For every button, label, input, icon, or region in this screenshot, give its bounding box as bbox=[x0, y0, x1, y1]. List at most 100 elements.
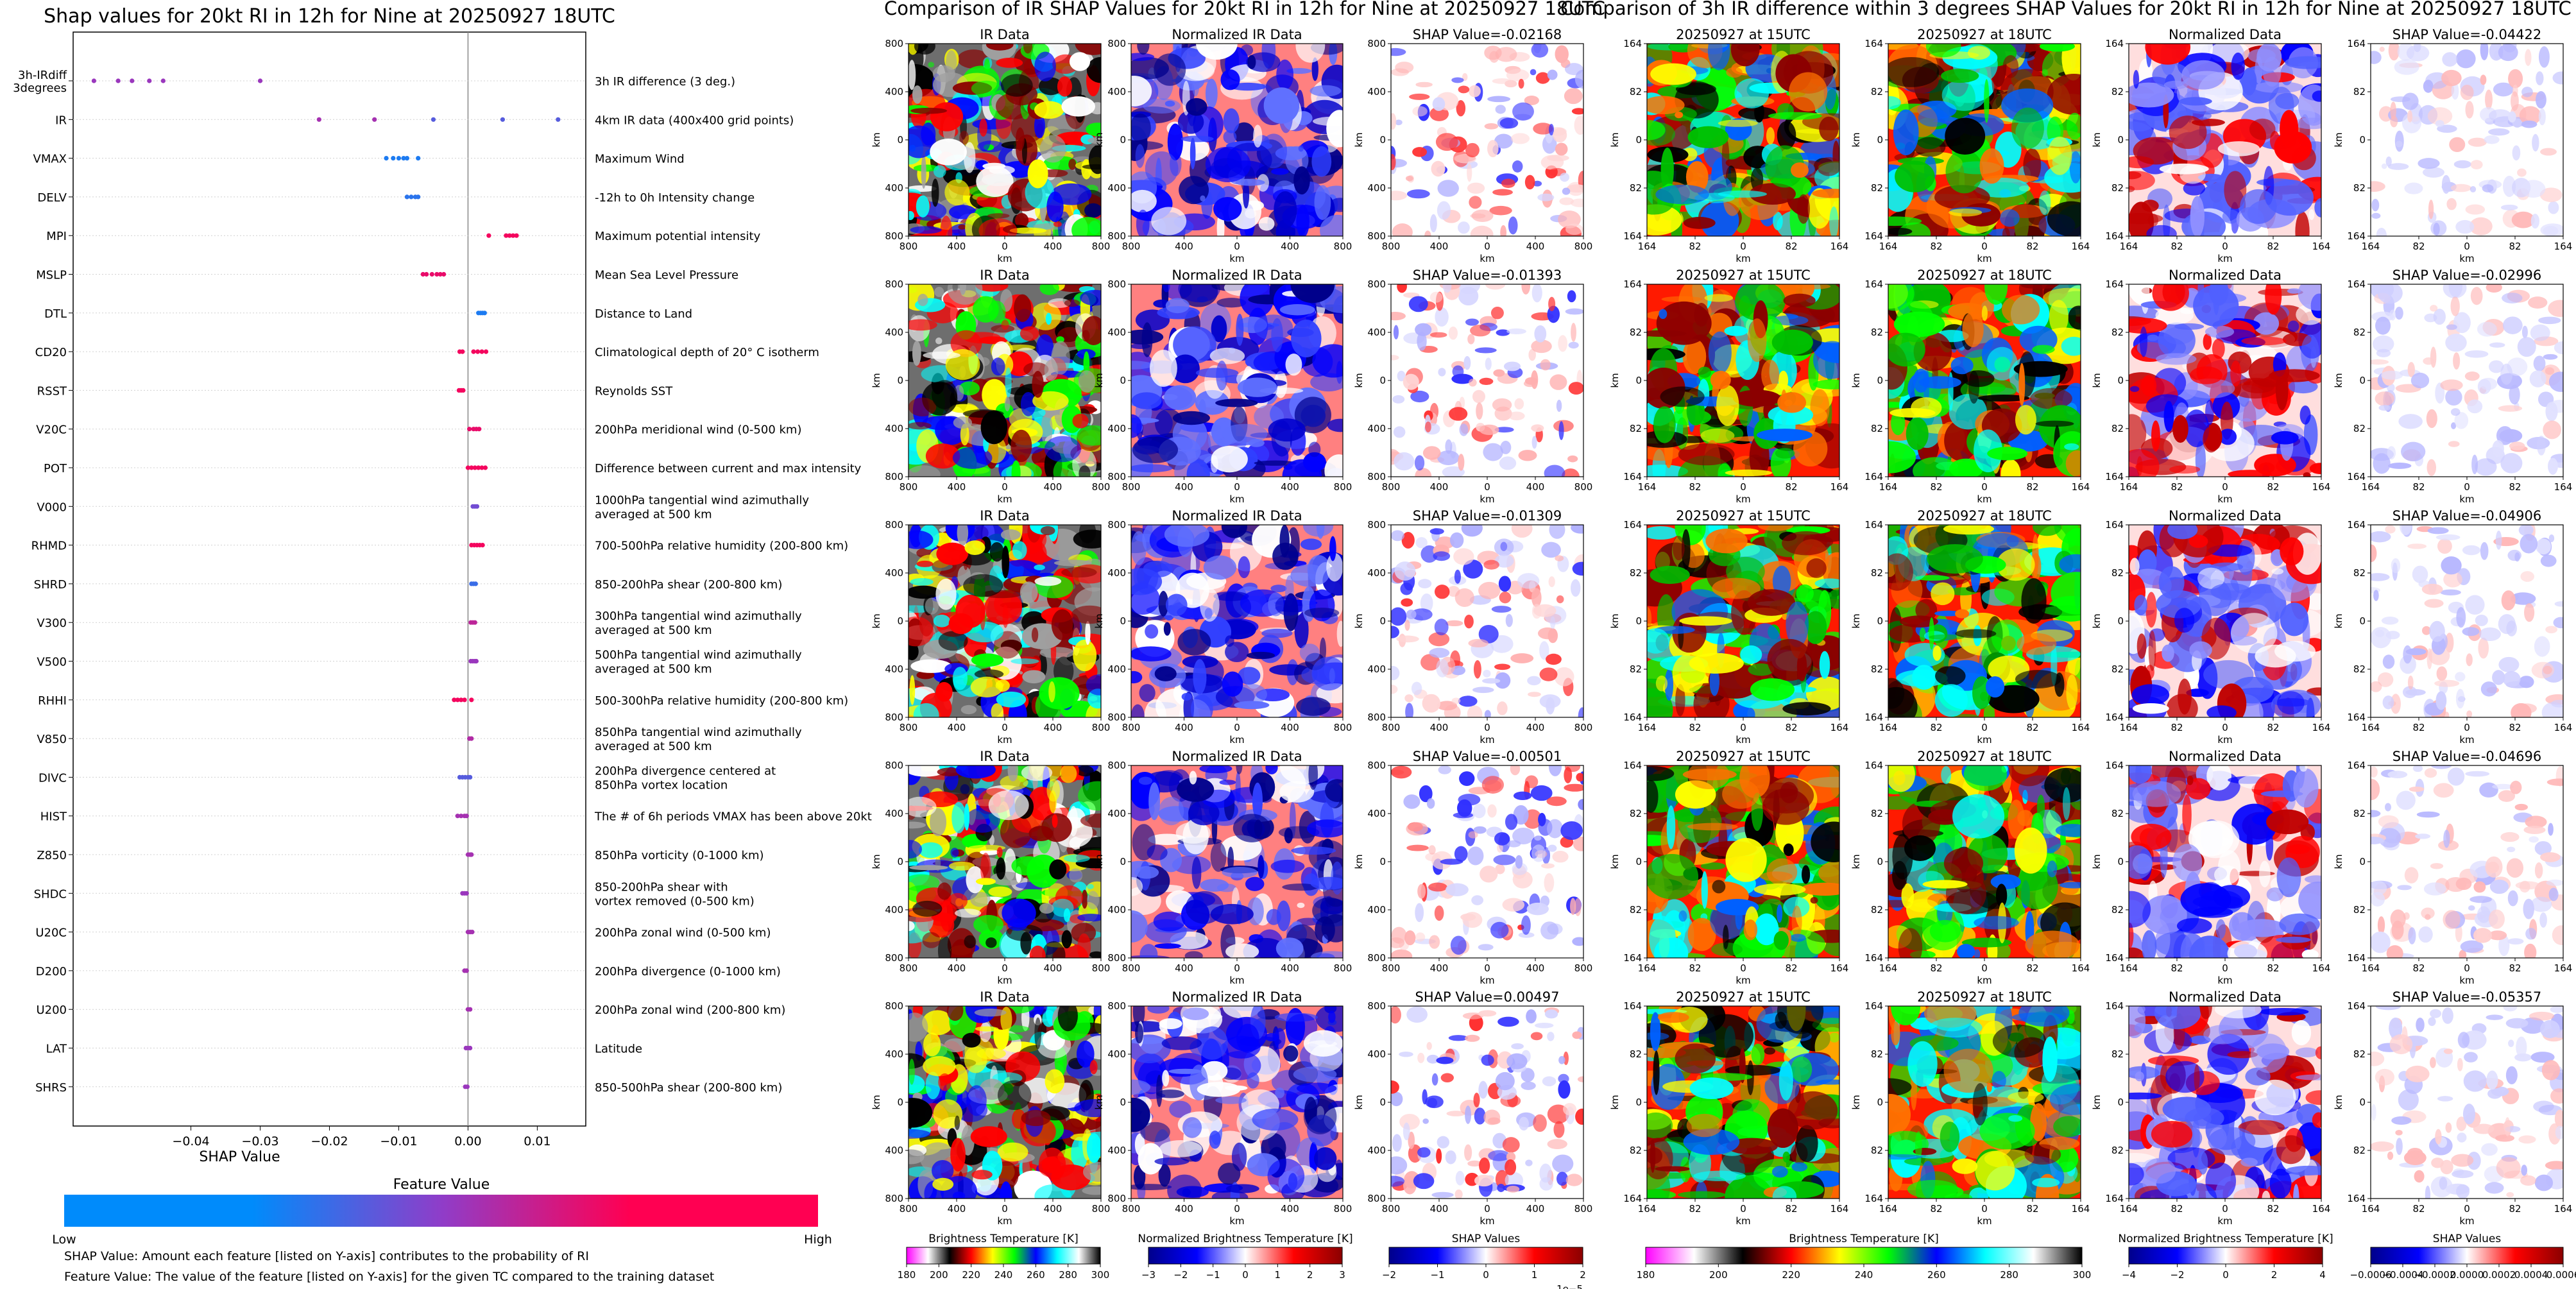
heatmap-blob bbox=[1181, 135, 1214, 142]
y-tick-label: 0 bbox=[1120, 615, 1126, 627]
heatmap-blob bbox=[2536, 71, 2544, 85]
x-tick-label: 800 bbox=[1092, 962, 1111, 974]
heatmap-panel-title: SHAP Value=0.00497 bbox=[1415, 989, 1560, 1005]
x-tick-label: 0 bbox=[1740, 481, 1746, 493]
heatmap-blob bbox=[1154, 1157, 1190, 1166]
x-axis-label: km bbox=[997, 1215, 1012, 1227]
heatmap-blob bbox=[1023, 362, 1049, 377]
heatmap-blob bbox=[954, 1115, 960, 1131]
heatmap-blob bbox=[1039, 903, 1054, 914]
y-tick-label: 0 bbox=[897, 856, 903, 867]
heatmap-blob bbox=[1565, 223, 1583, 235]
heatmap-blob bbox=[1434, 585, 1450, 599]
heatmap-blob bbox=[1950, 357, 1974, 375]
heatmap-blob bbox=[1483, 443, 1503, 461]
heatmap-blob bbox=[1415, 537, 1428, 549]
heatmap-blob bbox=[1293, 1066, 1337, 1082]
feature-description-label: 200hPa zonal wind (0-500 km) bbox=[595, 926, 771, 940]
heatmap-blob bbox=[1685, 161, 1709, 193]
heatmap-blob bbox=[1225, 1184, 1259, 1193]
shap-point bbox=[473, 658, 479, 664]
x-tick-label: 800 bbox=[1334, 1203, 1352, 1215]
heatmap-blob bbox=[1562, 1103, 1576, 1116]
heatmap-blob bbox=[1472, 389, 1485, 404]
heatmap-blob bbox=[1327, 418, 1343, 432]
heatmap-blob bbox=[1530, 785, 1553, 801]
heatmap-blob bbox=[984, 591, 1023, 625]
x-axis-label: km bbox=[1480, 493, 1494, 505]
heatmap-blob bbox=[1467, 182, 1485, 194]
heatmap-panel-title: IR Data bbox=[980, 749, 1030, 764]
heatmap-blob bbox=[944, 1038, 967, 1053]
heatmap-blob bbox=[1518, 450, 1537, 461]
x-tick-label: 800 bbox=[1382, 1203, 1401, 1215]
heatmap-blob bbox=[970, 892, 991, 907]
shap-point bbox=[470, 930, 475, 935]
heatmap-blob bbox=[1440, 1073, 1454, 1082]
heatmap-blob bbox=[1177, 110, 1204, 134]
heatmap-blob bbox=[1510, 765, 1521, 776]
heatmap-panel-title: SHAP Value=-0.00501 bbox=[1413, 749, 1562, 764]
x-tick-label: 0.00 bbox=[454, 1134, 481, 1148]
heatmap-blob bbox=[1004, 397, 1011, 412]
heatmap-blob bbox=[2018, 363, 2026, 406]
heatmap-blob bbox=[2479, 377, 2498, 390]
heatmap-blob bbox=[1427, 1097, 1438, 1108]
heatmap-blob bbox=[1412, 147, 1428, 157]
heatmap-blob bbox=[1422, 694, 1441, 713]
heatmap-blob bbox=[931, 913, 956, 922]
heatmap-blob bbox=[2552, 71, 2563, 85]
heatmap-blob bbox=[1559, 197, 1574, 205]
heatmap-blob bbox=[1888, 441, 1916, 474]
heatmap-blob bbox=[1521, 1068, 1535, 1082]
heatmap-blob bbox=[1156, 1089, 1185, 1098]
heatmap-blob bbox=[1560, 821, 1583, 841]
heatmap-blob bbox=[996, 857, 1006, 880]
heatmap-blob bbox=[2450, 408, 2461, 416]
y-tick-label: 400 bbox=[885, 327, 903, 338]
shap-point bbox=[372, 117, 377, 122]
heatmap-blob bbox=[1001, 320, 1009, 330]
y-tick-label: 82 bbox=[1871, 327, 1883, 338]
heatmap-blob bbox=[1499, 456, 1517, 470]
heatmap-blob bbox=[1521, 284, 1531, 295]
heatmap-blob bbox=[930, 808, 947, 837]
heatmap-blob bbox=[1046, 191, 1064, 223]
heatmap-blob bbox=[1031, 627, 1039, 642]
x-tick-label: 800 bbox=[1122, 1203, 1141, 1215]
heatmap-blob bbox=[934, 287, 944, 297]
heatmap-blob bbox=[908, 1129, 931, 1139]
heatmap-blob bbox=[1531, 284, 1542, 303]
heatmap-blob bbox=[2464, 371, 2480, 381]
heatmap-blob bbox=[1159, 1140, 1202, 1157]
shap-point bbox=[469, 736, 474, 741]
heatmap-blob bbox=[2378, 405, 2391, 411]
y-tick-label: 400 bbox=[885, 663, 903, 675]
heatmap-blob bbox=[2377, 284, 2403, 304]
heatmap-blob bbox=[1193, 659, 1207, 695]
shap-point bbox=[431, 117, 436, 122]
heatmap-blob bbox=[2427, 459, 2437, 476]
heatmap-blob bbox=[1492, 189, 1513, 196]
heatmap-blob bbox=[1556, 400, 1562, 412]
feature-name-label: MPI bbox=[46, 230, 67, 243]
x-tick-label: 400 bbox=[1175, 722, 1193, 733]
heatmap-blob bbox=[1158, 1163, 1171, 1187]
heatmap-blob bbox=[1336, 620, 1343, 647]
heatmap-blob bbox=[1151, 207, 1187, 235]
heatmap-blob bbox=[2295, 211, 2310, 236]
heatmap-blob bbox=[1397, 284, 1407, 293]
heatmap-blob bbox=[1453, 548, 1474, 565]
shap-point bbox=[438, 271, 443, 277]
heatmap-panel-title: Normalized IR Data bbox=[1172, 27, 1302, 42]
feature-value-colorbar bbox=[64, 1195, 818, 1227]
heatmap-blob bbox=[912, 340, 921, 366]
heatmap-blob bbox=[1182, 818, 1209, 855]
heatmap-blob bbox=[2387, 163, 2409, 170]
heatmap-blob bbox=[2465, 101, 2474, 119]
